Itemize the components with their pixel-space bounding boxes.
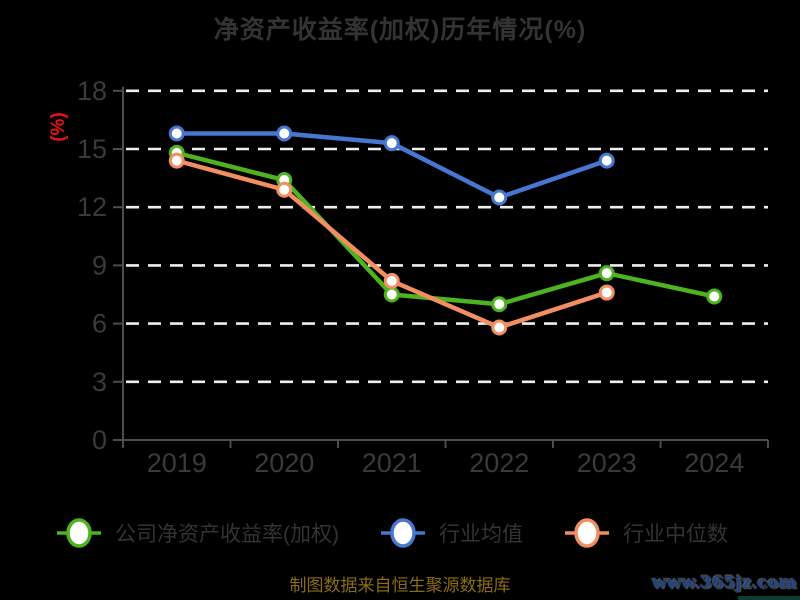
data-point-company-2021 [383, 286, 400, 303]
series-line-company [174, 150, 717, 307]
x-tick-label: 2021 [362, 448, 422, 478]
x-tick-label: 2023 [577, 448, 637, 478]
legend-item-company: 公司净资产收益率(加权) [55, 516, 339, 550]
data-point-industry_median-2023 [598, 284, 615, 301]
data-point-company-2023 [598, 265, 615, 282]
data-point-industry_mean-2019 [168, 125, 185, 142]
data-point-industry_mean-2020 [276, 125, 293, 142]
x-tick-label: 2024 [684, 448, 744, 478]
data-point-industry_median-2019 [168, 152, 185, 169]
legend-label-company: 公司净资产收益率(加权) [115, 523, 339, 546]
x-tick-label: 2019 [147, 448, 207, 478]
chart-title: 净资产收益率(加权)历年情况(%) [213, 16, 587, 44]
y-tick-label: 0 [92, 425, 107, 455]
data-point-company-2022 [491, 296, 508, 313]
data-point-company-2024 [706, 288, 723, 305]
x-tick-label: 2022 [469, 448, 529, 478]
y-tick-label: 3 [92, 367, 107, 397]
company-series-legend-marker-icon [57, 518, 101, 548]
legend-item-industry-median: 行业中位数 [563, 516, 728, 550]
legend-label-industry-median: 行业中位数 [623, 523, 728, 546]
legend-item-industry-mean: 行业均值 [379, 516, 523, 550]
data-point-industry_median-2021 [383, 272, 400, 289]
data-point-industry_mean-2022 [491, 189, 508, 206]
roe-line-chart: 0 3 6 9 12 15 18 2019 2020 2021 2022 2023 2024 [77, 76, 769, 478]
data-source-note: 制图数据来自恒生聚源数据库 [289, 576, 511, 595]
watermark-text: www.365jz.com [652, 573, 797, 593]
y-tick-label: 6 [92, 309, 107, 339]
data-point-industry_median-2020 [276, 181, 293, 198]
y-tick-label: 18 [77, 76, 107, 106]
y-tick-label: 9 [92, 250, 107, 280]
y-tick-label: 12 [77, 192, 107, 222]
x-tick-label: 2020 [254, 448, 314, 478]
data-point-industry_mean-2021 [383, 135, 400, 152]
data-point-industry_mean-2023 [598, 152, 615, 169]
data-point-industry_median-2022 [491, 319, 508, 336]
industry-mean-series-legend-marker-icon [381, 518, 425, 548]
industry-median-series-legend-marker-icon [565, 518, 609, 548]
chart-legend: 公司净资产收益率(加权) 行业均值 行业中位数 [55, 516, 728, 550]
y-tick-label: 15 [77, 134, 107, 164]
bottom-corner-strip [738, 596, 800, 600]
legend-label-industry-mean: 行业均值 [439, 523, 523, 546]
